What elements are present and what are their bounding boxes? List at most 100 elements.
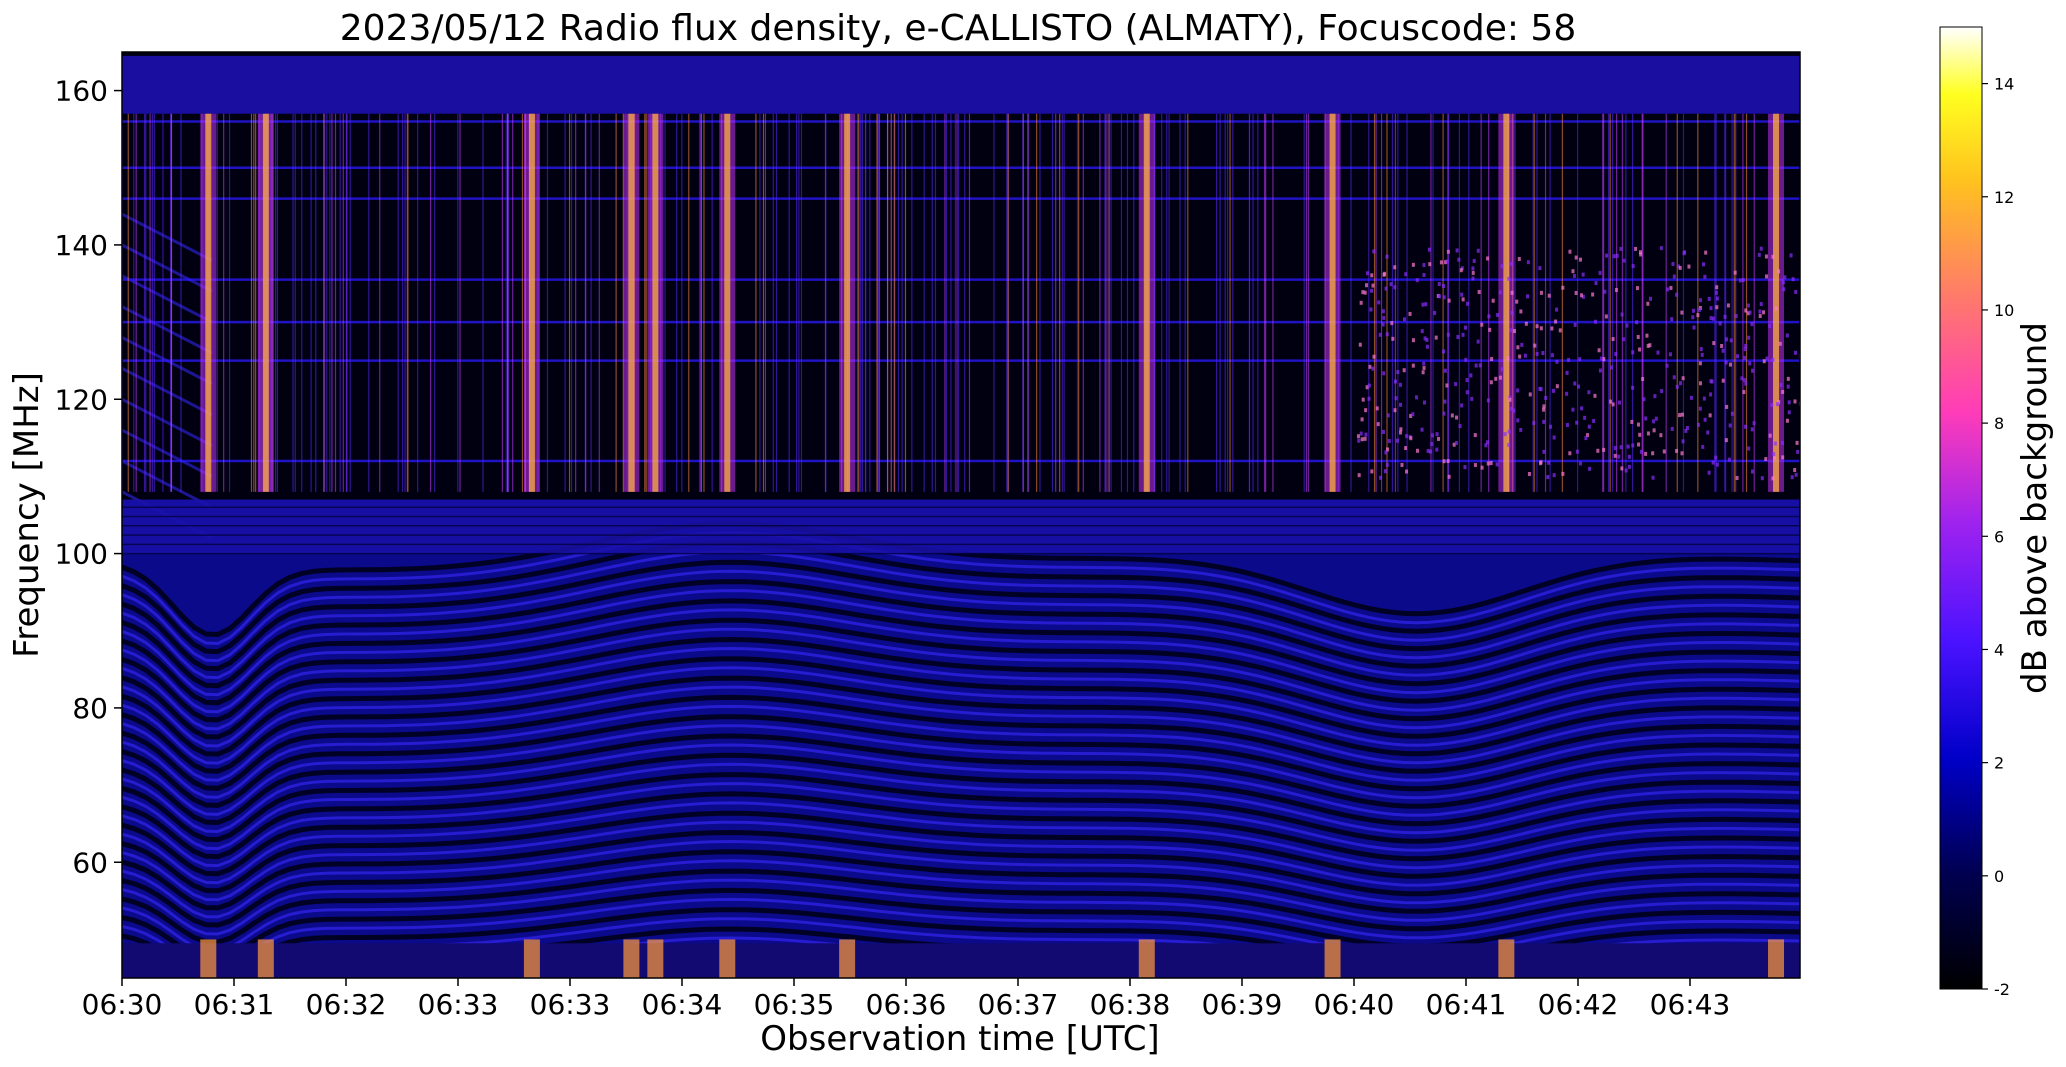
speckle: [1506, 356, 1510, 361]
speckle: [1359, 300, 1363, 305]
burst-base: [839, 939, 856, 978]
speckle: [1375, 406, 1379, 411]
speckle: [1711, 316, 1715, 321]
speckle: [1393, 408, 1397, 413]
speckle: [1699, 347, 1703, 352]
speckle: [1524, 321, 1528, 326]
speckle: [1644, 416, 1648, 421]
burst-base: [1768, 939, 1785, 978]
burst-base: [719, 939, 736, 978]
speckle: [1604, 314, 1608, 319]
speckle: [1678, 381, 1682, 386]
speckle: [1714, 455, 1718, 460]
speckle: [1789, 253, 1793, 258]
speckle: [1646, 301, 1650, 306]
upper-striation: [122, 367, 213, 417]
speckle: [1662, 449, 1666, 454]
speckle: [1372, 249, 1376, 254]
speckle: [1393, 285, 1397, 290]
speckle: [1455, 248, 1459, 253]
speckle: [1703, 274, 1707, 279]
speckle: [1764, 254, 1768, 259]
speckle: [1726, 303, 1730, 308]
speckle: [1547, 460, 1551, 465]
speckle: [1567, 357, 1571, 362]
speckle: [1370, 288, 1374, 293]
speckle: [1538, 266, 1542, 271]
speckle: [1484, 443, 1488, 448]
speckle: [1477, 289, 1481, 294]
striation-bright-line: [122, 782, 1800, 868]
speckle: [1357, 473, 1361, 478]
speckle: [1361, 290, 1365, 295]
speckle: [1486, 461, 1490, 466]
speckle: [1720, 343, 1724, 348]
speckle: [1382, 272, 1386, 277]
top-band: [122, 55, 1800, 114]
speckle: [1461, 297, 1465, 302]
speckle: [1594, 319, 1598, 324]
speckle: [1383, 469, 1387, 474]
speckle: [1634, 246, 1638, 251]
x-tick-label: 06:31: [194, 988, 275, 1021]
x-tick-label: 06:39: [1202, 988, 1283, 1021]
speckle: [1376, 422, 1380, 427]
speckle: [1709, 392, 1713, 397]
speckle: [1758, 313, 1762, 318]
speckle: [1652, 419, 1656, 424]
speckle: [1523, 353, 1527, 358]
speckle: [1464, 357, 1468, 362]
speckle: [1609, 365, 1613, 370]
speckle: [1752, 421, 1756, 426]
upper-striation: [122, 212, 213, 262]
speckle: [1519, 427, 1523, 432]
speckle: [1387, 439, 1391, 444]
speckle: [1751, 368, 1755, 373]
x-tick-label: 06:33: [418, 988, 499, 1021]
speckle: [1712, 341, 1716, 346]
speckle: [1770, 403, 1774, 408]
striation-line: [122, 540, 1800, 655]
speckle: [1646, 431, 1650, 436]
speckle: [1503, 432, 1507, 437]
speckle: [1708, 413, 1712, 418]
speckle: [1498, 290, 1502, 295]
speckle: [1648, 296, 1652, 301]
speckle: [1672, 375, 1676, 380]
speckle: [1646, 343, 1650, 348]
speckle: [1488, 327, 1492, 332]
speckle: [1460, 292, 1464, 297]
speckle: [1578, 461, 1582, 466]
speckle: [1404, 272, 1408, 277]
speckle: [1736, 354, 1740, 359]
speckle: [1411, 262, 1415, 267]
speckle: [1510, 310, 1514, 315]
speckle: [1471, 276, 1475, 281]
speckle: [1364, 432, 1368, 437]
speckle: [1622, 258, 1626, 263]
speckle: [1702, 396, 1706, 401]
speckle: [1703, 417, 1707, 422]
spectrogram-heatmap: [122, 55, 1800, 978]
speckle: [1568, 451, 1572, 456]
speckle: [1466, 301, 1470, 306]
speckle: [1367, 383, 1371, 388]
speckle: [1446, 459, 1450, 464]
speckle: [1583, 415, 1587, 420]
speckle: [1409, 436, 1413, 441]
speckle: [1645, 333, 1649, 338]
speckle: [1361, 397, 1365, 402]
speckle: [1680, 451, 1684, 456]
y-tick-label: 60: [72, 846, 108, 879]
speckle: [1571, 269, 1575, 274]
speckle: [1405, 434, 1409, 439]
y-tick-label: 100: [55, 538, 108, 571]
colorbar: -2 0 2 4 6 8 10 12 14 dB above background: [1939, 26, 2055, 999]
speckle: [1423, 336, 1427, 341]
speckle: [1458, 424, 1462, 429]
speckle: [1385, 254, 1389, 259]
speckle: [1729, 338, 1733, 343]
speckle: [1700, 352, 1704, 357]
speckle: [1592, 419, 1596, 424]
striation-bright-line: [122, 762, 1800, 851]
